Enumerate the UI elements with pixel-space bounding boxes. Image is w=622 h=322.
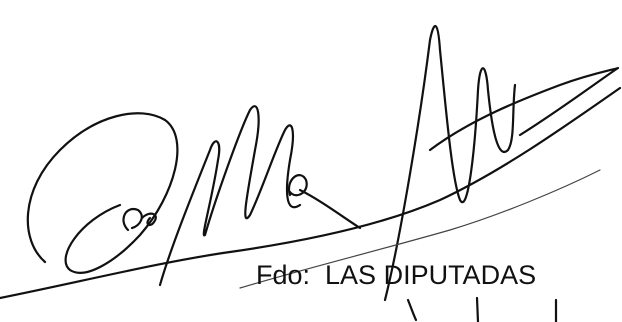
signature-stroke-loop-left	[26, 112, 179, 274]
signature-stroke-flourish	[239, 169, 601, 289]
signature-caption: Fdo: LAS DIPUTADAS	[256, 260, 537, 290]
signature-stroke-tall	[383, 25, 517, 302]
signature-stroke-m	[158, 105, 302, 287]
signature-stroke-o	[287, 174, 362, 230]
signature-stroke-baseline	[0, 86, 622, 300]
signature-stroke-sweep-right	[428, 66, 620, 152]
signature-stroke-tick-2	[475, 296, 480, 322]
signature-stroke-ce	[122, 207, 157, 232]
signature-stroke-tick-1	[406, 298, 418, 322]
